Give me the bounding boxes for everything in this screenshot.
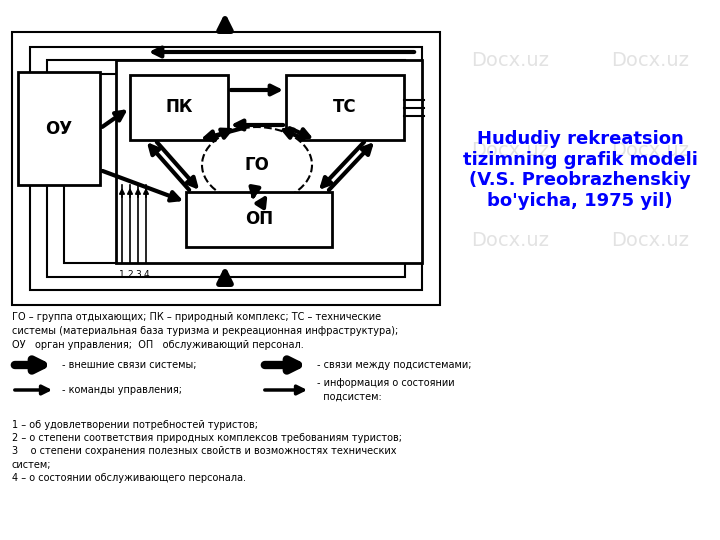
Text: Docx.uz: Docx.uz <box>611 51 689 70</box>
Text: Docx.uz: Docx.uz <box>471 51 549 70</box>
Text: ГО: ГО <box>245 156 269 174</box>
Text: Docx.uz: Docx.uz <box>331 140 409 159</box>
Text: - связи между подсистемами;: - связи между подсистемами; <box>317 360 472 370</box>
Text: ОУ: ОУ <box>45 119 73 138</box>
Text: 1: 1 <box>119 270 125 279</box>
Bar <box>130 75 228 140</box>
Text: 1 – об удовлетворении потребностей туристов;
2 – о степени соответствия природны: 1 – об удовлетворении потребностей турис… <box>12 420 402 483</box>
Text: - внешние связи системы;: - внешние связи системы; <box>62 360 197 370</box>
Text: Docx.uz: Docx.uz <box>41 51 119 70</box>
Bar <box>18 72 100 185</box>
Bar <box>47 60 405 277</box>
Bar <box>12 32 440 305</box>
Ellipse shape <box>202 127 312 203</box>
Text: - команды управления;: - команды управления; <box>62 385 182 395</box>
Text: Docx.uz: Docx.uz <box>611 231 689 249</box>
Bar <box>286 75 404 140</box>
Text: Docx.uz: Docx.uz <box>41 260 119 280</box>
Text: 4: 4 <box>143 270 149 279</box>
Text: 2: 2 <box>127 270 132 279</box>
Text: Hududiy rekreatsion
tizimning grafik modeli
(V.S. Preobrazhenskiy
bo'yicha, 1975: Hududiy rekreatsion tizimning grafik mod… <box>462 130 698 210</box>
Text: Docx.uz: Docx.uz <box>471 140 549 159</box>
Text: - информация о состоянии
  подсистем:: - информация о состоянии подсистем: <box>317 379 454 402</box>
Text: Docx.uz: Docx.uz <box>191 51 269 70</box>
Bar <box>186 192 332 247</box>
Text: ГО – группа отдыхающих; ПК – природный комплекс; ТС – технические
системы (матер: ГО – группа отдыхающих; ПК – природный к… <box>12 312 398 350</box>
Text: Docx.uz: Docx.uz <box>471 231 549 249</box>
Text: 3: 3 <box>135 270 141 279</box>
Text: Docx.uz: Docx.uz <box>611 140 689 159</box>
Bar <box>116 60 422 263</box>
Text: ОП: ОП <box>245 211 273 228</box>
Text: Docx.uz: Docx.uz <box>191 140 269 159</box>
Bar <box>30 47 422 290</box>
Text: ПК: ПК <box>166 98 193 117</box>
Text: Docx.uz: Docx.uz <box>191 260 269 280</box>
Text: ТС: ТС <box>333 98 357 117</box>
Bar <box>64 74 388 263</box>
Text: Docx.uz: Docx.uz <box>331 51 409 70</box>
Text: Docx.uz: Docx.uz <box>41 140 119 159</box>
